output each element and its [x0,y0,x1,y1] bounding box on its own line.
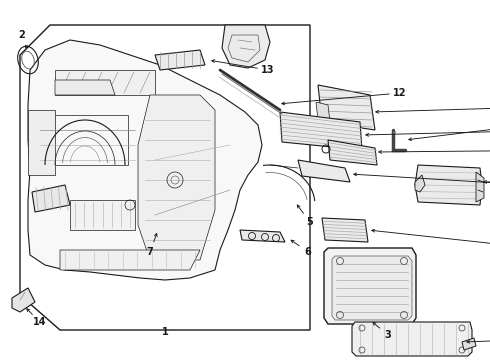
Polygon shape [324,248,416,324]
Polygon shape [32,185,70,212]
Polygon shape [240,230,285,242]
Polygon shape [476,172,484,202]
Polygon shape [222,25,270,68]
Polygon shape [138,95,215,260]
Polygon shape [318,85,375,130]
Text: 3: 3 [385,330,392,340]
Polygon shape [352,322,472,356]
Polygon shape [415,175,425,192]
Polygon shape [322,218,368,242]
Polygon shape [298,160,350,182]
Text: 5: 5 [307,217,314,227]
Text: 14: 14 [33,317,47,327]
Polygon shape [55,70,155,95]
Polygon shape [155,50,205,70]
Polygon shape [28,110,55,175]
Text: 12: 12 [393,88,407,98]
Polygon shape [332,256,412,320]
Polygon shape [316,102,330,122]
Text: 2: 2 [19,30,25,40]
Polygon shape [28,40,262,280]
Polygon shape [415,165,482,205]
Polygon shape [328,140,377,165]
Polygon shape [12,288,35,312]
Text: 6: 6 [305,247,311,257]
Polygon shape [70,200,135,230]
Polygon shape [60,250,200,270]
Polygon shape [55,80,115,95]
Text: 13: 13 [261,65,275,75]
Polygon shape [462,338,476,350]
Polygon shape [280,112,362,150]
Text: 7: 7 [147,247,153,257]
Text: 1: 1 [162,327,169,337]
